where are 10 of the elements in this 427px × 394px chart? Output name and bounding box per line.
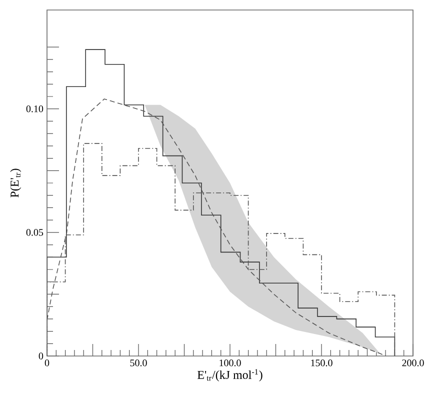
- y-tick-label: 0.05: [26, 229, 44, 236]
- x-tick-label: 0: [44, 360, 50, 366]
- y-tick-label: 0: [38, 352, 44, 360]
- x-tick-label: 50.0: [130, 360, 147, 366]
- y-axis-title: P(E'$_{tr}$): [10, 168, 22, 198]
- x-tick-label: 100.0: [220, 360, 241, 366]
- x-tick-label: 200.0: [402, 360, 424, 366]
- y-tick-label: 0.10: [26, 105, 44, 112]
- x-axis-title: E'$_{tr}$/(kJ mol$^{-1}$): [197, 369, 262, 382]
- x-tick-label: 150.0: [311, 360, 332, 366]
